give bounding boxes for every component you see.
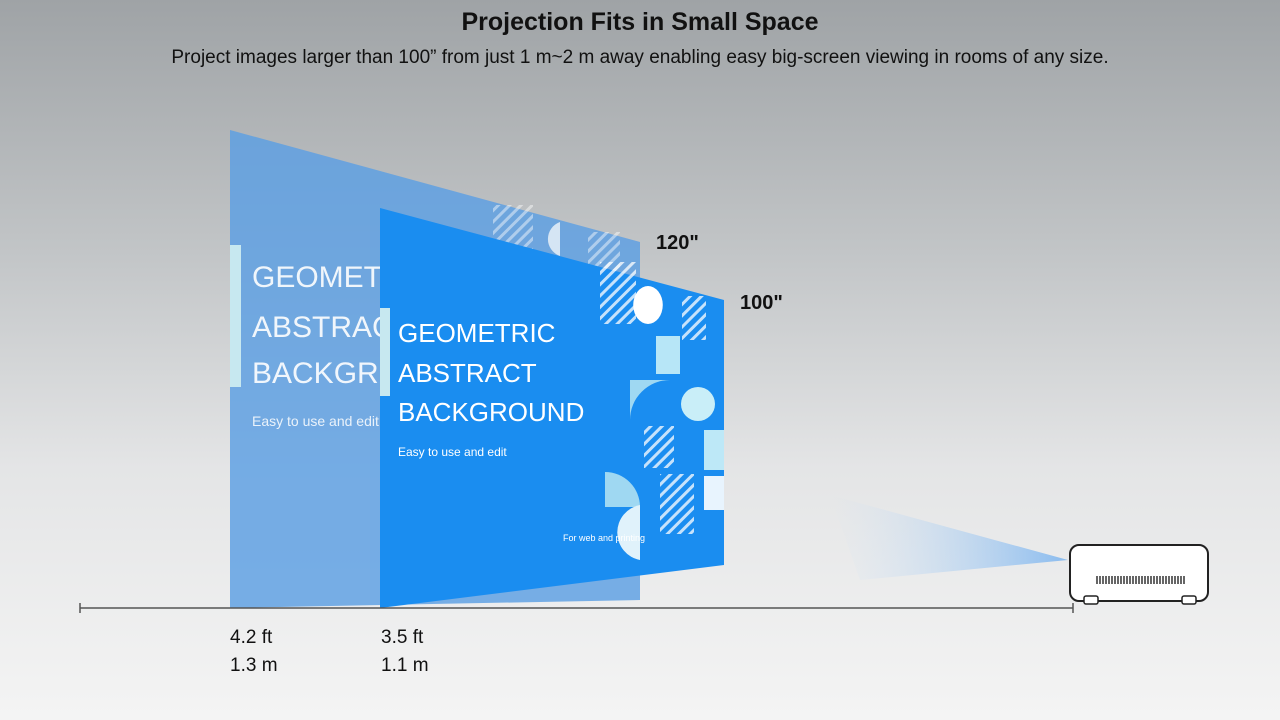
small-screen-footer: For web and printing: [563, 533, 645, 543]
size-label-100: 100": [740, 292, 783, 314]
large-screen-tagline: Easy to use and edit: [252, 413, 379, 429]
screen-100-inch: GEOMETRIC ABSTRACT BACKGROUND Easy to us…: [380, 208, 724, 608]
distance-large-ft: 4.2 ft: [230, 627, 273, 648]
distance-small-m: 1.1 m: [381, 655, 429, 676]
projection-beam: [830, 495, 1068, 580]
small-screen-line-1: GEOMETRIC: [398, 318, 555, 348]
page-subtitle: Project images larger than 100” from jus…: [171, 47, 1109, 68]
distance-large-m: 1.3 m: [230, 655, 278, 676]
small-screen-tagline: Easy to use and edit: [398, 445, 507, 459]
small-screen-line-2: ABSTRACT: [398, 358, 537, 388]
distance-large: 4.2 ft 1.3 m: [230, 624, 278, 680]
distance-small-ft: 3.5 ft: [381, 627, 424, 648]
size-label-120: 120": [656, 232, 699, 254]
small-screen-line-3: BACKGROUND: [398, 397, 584, 427]
projector-icon: [1069, 544, 1209, 605]
page-title: Projection Fits in Small Space: [461, 8, 819, 36]
distance-small: 3.5 ft 1.1 m: [381, 624, 429, 680]
